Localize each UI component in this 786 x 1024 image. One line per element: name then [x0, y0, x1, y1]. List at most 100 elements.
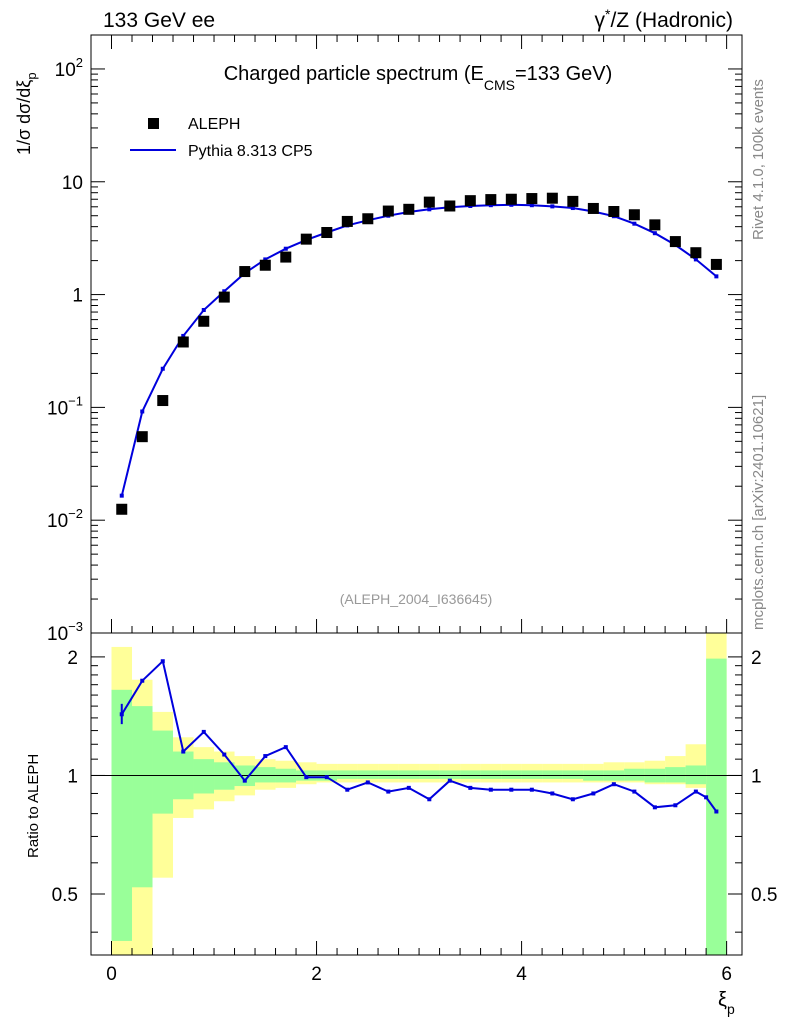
ratio-band-inner [521, 770, 543, 779]
ratio-band-inner [665, 767, 686, 783]
ratio-point [632, 789, 637, 794]
legend-marker-aleph [148, 118, 159, 129]
data-point [362, 213, 374, 225]
ratio-point [714, 809, 719, 814]
ratio-band-inner [398, 770, 420, 779]
data-point [403, 203, 415, 215]
ratio-band-inner [214, 762, 235, 790]
ratio-point [160, 659, 165, 664]
ratio-band-inner [501, 770, 522, 779]
x-tick-label: 2 [311, 964, 322, 985]
data-point [505, 193, 517, 205]
data-point [218, 291, 230, 303]
ratio-band-inner [706, 658, 727, 955]
ratio-band-inner [419, 770, 440, 779]
ratio-point [222, 752, 227, 757]
ratio-point [324, 775, 329, 780]
ratio-frame [90, 632, 743, 956]
y-axis-label: 1/σ dσ/dξp [14, 72, 39, 155]
ratio-point [611, 782, 616, 787]
ratio-point [181, 749, 186, 754]
ratio-tick-label-left: 0.5 [52, 885, 78, 906]
ratio-ticks: 0 2 4 6 2 2 1 1 0.5 0.5 [52, 648, 778, 985]
data-point [157, 395, 169, 407]
ratio-band-inner [624, 768, 645, 781]
mc-point [160, 366, 165, 371]
ratio-point [345, 787, 350, 792]
data-point [177, 336, 189, 348]
data-point [485, 194, 497, 206]
y-tick-label: 10−2 [47, 506, 83, 532]
ratio-bands [111, 633, 727, 955]
ratio-band-inner [111, 689, 133, 941]
mc-point [509, 202, 514, 207]
ratio-band-inner [439, 770, 461, 779]
data-point [423, 196, 435, 208]
header-right: γ*/Z (Hadronic) [595, 6, 733, 32]
data-point [526, 193, 538, 205]
data-point [382, 205, 394, 217]
ratio-band-inner [337, 770, 358, 779]
rivet-version-label: Rivet 4.1.0, 100k events [750, 79, 767, 240]
mc-point [652, 231, 657, 236]
mc-point [140, 409, 145, 414]
ratio-point [591, 791, 596, 796]
y-tick-label: 102 [55, 55, 83, 81]
mc-point [632, 221, 637, 226]
mc-point [222, 289, 227, 294]
mc-point [529, 203, 534, 208]
x-axis-label: ξp [718, 989, 735, 1017]
data-point [444, 200, 456, 212]
data-point [546, 192, 558, 204]
y-tick-label: 10−1 [47, 393, 83, 419]
data-point [239, 266, 251, 278]
ratio-y-label: Ratio to ALEPH [25, 754, 42, 858]
data-point [710, 258, 722, 270]
data-point [628, 209, 640, 221]
ratio-point [570, 797, 575, 802]
mcplots-label: mcplots.cern.ch [arXiv:2401.10621] [750, 395, 767, 630]
y-tick-label: 1 [72, 286, 83, 307]
data-point [136, 431, 148, 443]
ratio-band-inner [357, 770, 379, 779]
y-tick-label: 10 [62, 173, 83, 194]
mc-point [119, 493, 124, 498]
ratio-point [242, 778, 247, 783]
mc-point [283, 246, 288, 251]
data-point [649, 219, 661, 231]
data-point [321, 227, 333, 239]
ratio-band-inner [685, 765, 707, 785]
chart-title: Charged particle spectrum (ECMS=133 GeV) [224, 63, 613, 93]
legend-label-pythia: Pythia 8.313 CP5 [188, 143, 313, 160]
ratio-band-inner [132, 706, 153, 888]
ratio-curve [119, 659, 719, 814]
ratio-tick-label-left: 2 [67, 648, 78, 669]
data-point [464, 195, 476, 207]
data-point [300, 233, 312, 245]
ratio-point [509, 787, 514, 792]
mc-point [427, 207, 432, 212]
legend-label-aleph: ALEPH [188, 116, 240, 133]
ratio-point [427, 797, 432, 802]
legend: ALEPH Pythia 8.313 CP5 [130, 116, 313, 160]
ratio-point [406, 785, 411, 790]
ratio-point [201, 729, 206, 734]
mc-line [120, 203, 718, 496]
ratio-point [488, 787, 493, 792]
ratio-point [704, 795, 709, 800]
ratio-point [263, 754, 268, 759]
ratio-point [550, 791, 555, 796]
data-point [587, 202, 599, 214]
ratio-band-inner [193, 759, 215, 794]
ratio-band-inner [542, 770, 563, 779]
mc-point [714, 274, 719, 279]
ratio-band-inner [562, 770, 584, 779]
data-point [280, 251, 292, 263]
x-tick-label: 4 [516, 964, 527, 985]
main-panel: 102 10 1 10−1 10−2 10−3 Charged particle spec… [14, 34, 743, 645]
mc-point [550, 204, 555, 209]
analysis-id: (ALEPH_2004_I636645) [340, 591, 493, 607]
mc-curve [119, 202, 719, 498]
ratio-point [652, 805, 657, 810]
